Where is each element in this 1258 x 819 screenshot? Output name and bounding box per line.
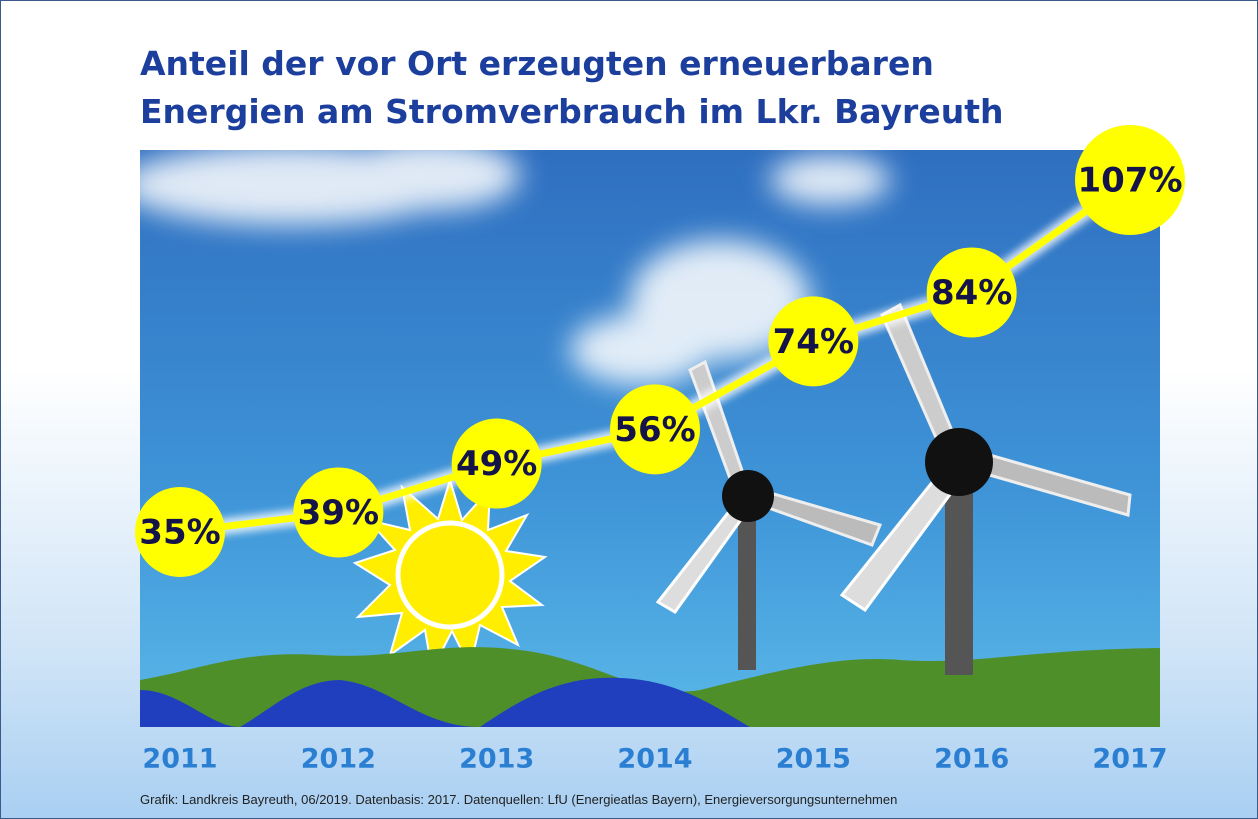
point (768, 296, 859, 387)
point (451, 418, 542, 509)
x-tick-label: 2013 (459, 744, 534, 775)
scene (120, 140, 1160, 727)
x-tick-label: 2017 (1092, 744, 1167, 775)
x-tick-label: 2016 (934, 744, 1009, 775)
point (610, 384, 700, 475)
data-label: 74% (773, 322, 854, 362)
point (135, 487, 225, 577)
data-label: 49% (456, 444, 537, 484)
x-tick-label: 2012 (301, 744, 376, 775)
point (926, 247, 1017, 338)
x-tick-label: 2015 (776, 744, 851, 775)
data-label: 107% (1077, 161, 1182, 201)
data-label: 35% (139, 513, 220, 553)
data-label: 56% (614, 410, 695, 450)
x-tick-label: 2014 (617, 744, 692, 775)
data-label: 39% (298, 493, 379, 533)
data-label: 84% (931, 273, 1012, 313)
source-note: Grafik: Landkreis Bayreuth, 06/2019. Dat… (140, 792, 898, 807)
x-tick-label: 2011 (142, 744, 217, 775)
point (293, 467, 384, 558)
point (1075, 125, 1185, 235)
chart-title: Anteil der vor Ort erzeugten erneuerbare… (140, 44, 1004, 131)
